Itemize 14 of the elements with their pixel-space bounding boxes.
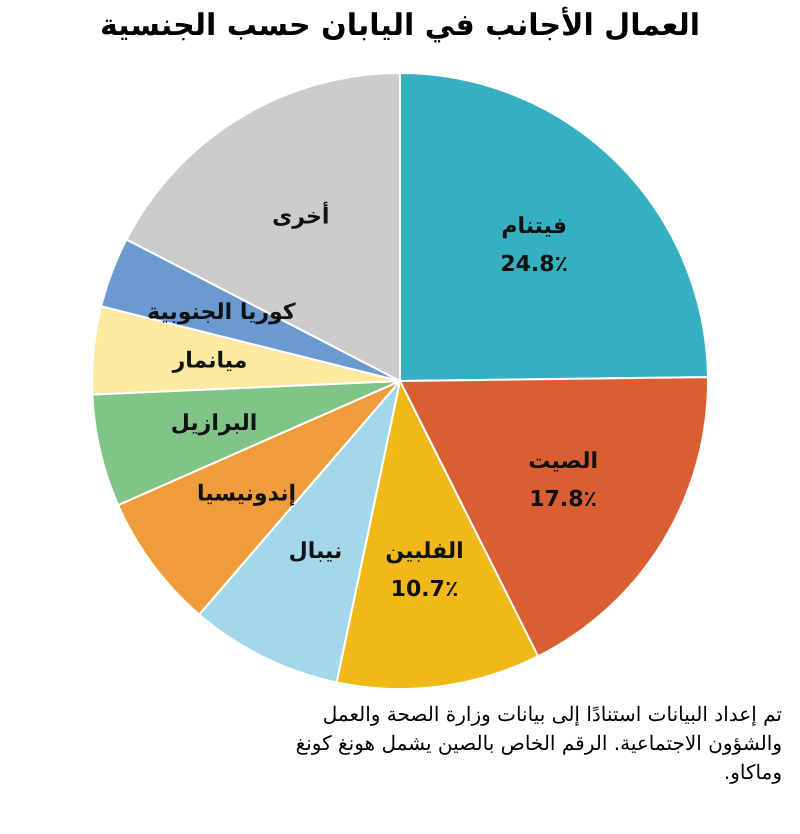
slice-label: أخرى bbox=[272, 202, 330, 230]
data-label: 24.8٪ bbox=[500, 252, 568, 277]
slice-label: الصيت bbox=[528, 448, 598, 474]
data-label: 10.7٪ bbox=[390, 577, 458, 602]
slice-label: البرازيل bbox=[170, 411, 258, 436]
data-label: 17.8٪ bbox=[529, 486, 597, 512]
slice-label: إندونيسيا bbox=[197, 481, 296, 506]
text: تم إعداد البيانات استنادًا إلى بيانات وزارة الصحة والعمل والشؤون الاجتماعية. الرقم الخاص بالصين يشمل هونغ كونغ وماكاو. bbox=[294, 701, 782, 786]
slice-label: ميانمار bbox=[172, 348, 248, 374]
slice-label: نيبال bbox=[288, 538, 342, 564]
chart-title: العمال الأجانب في اليابان حسب الجنسية bbox=[98, 6, 702, 45]
slice-label: فيتنام bbox=[501, 214, 568, 239]
slice-label: الفلبين bbox=[385, 539, 464, 564]
slice-label: كوريا الجنوبية bbox=[147, 300, 296, 326]
